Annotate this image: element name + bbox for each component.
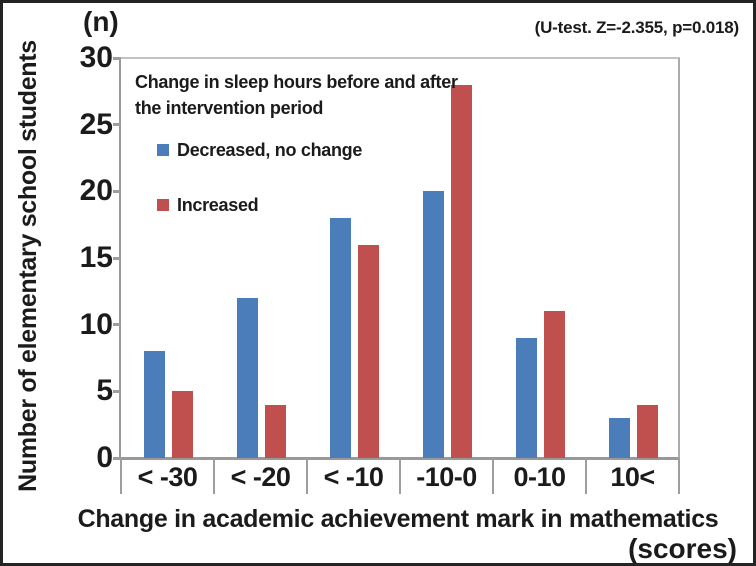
x-tick-mark (306, 458, 308, 494)
y-tick-label: 25 (79, 107, 113, 141)
x-category-label: < -10 (323, 462, 384, 492)
legend-title: Change in sleep hours before and after t… (135, 72, 458, 118)
y-tick-label: 0 (96, 441, 113, 474)
bar-series0-cat0 (143, 351, 165, 458)
x-category-label: < -20 (230, 462, 291, 492)
y-tick-mark (113, 123, 121, 127)
bar-series0-cat5 (608, 418, 630, 458)
x-category-label: -10-0 (416, 462, 477, 492)
legend-swatch-decreased (157, 144, 169, 156)
y-tick-mark (113, 189, 121, 193)
statistics-annotation: (U-test. Z=-2.355, p=0.018) (534, 18, 740, 37)
x-axis-title: Change in academic achievement mark in m… (77, 505, 719, 533)
x-tick-mark (213, 458, 215, 494)
bar-series1-cat0 (171, 391, 193, 458)
bar-series0-cat4 (515, 338, 537, 458)
bar-series0-cat3 (422, 191, 444, 458)
y-tick-label: 10 (79, 307, 113, 341)
y-tick-mark (113, 256, 121, 260)
x-category-label: < -30 (137, 462, 198, 492)
y-axis-unit-label: (n) (83, 6, 119, 37)
y-tick-mark (113, 456, 121, 460)
x-category-label: 10< (610, 462, 655, 492)
x-tick-mark (399, 458, 401, 494)
bar-series1-cat4 (543, 311, 565, 458)
bar-series1-cat1 (264, 404, 286, 458)
bar-series0-cat1 (236, 298, 258, 458)
x-tick-mark (678, 458, 680, 494)
y-tick-mark (113, 323, 121, 327)
legend-label-decreased: Decreased, no change (177, 140, 363, 160)
y-tick-label: 15 (79, 241, 113, 274)
legend-label-increased: Increased (177, 195, 259, 215)
plot-area (119, 57, 680, 460)
x-tick-mark (585, 458, 587, 494)
x-tick-mark (492, 458, 494, 494)
y-tick-label: 20 (79, 174, 113, 208)
y-tick-mark (113, 56, 121, 60)
x-tick-mark (120, 458, 122, 494)
legend-swatch-increased (157, 199, 169, 211)
x-axis-unit-label: (scores) (628, 533, 737, 564)
y-tick-label: 30 (79, 41, 113, 74)
y-tick-label: 5 (96, 374, 113, 408)
x-category-label: 0-10 (513, 462, 566, 492)
bar-series1-cat5 (636, 404, 658, 458)
bar-series1-cat3 (450, 84, 472, 458)
y-tick-mark (113, 389, 121, 393)
bar-series1-cat2 (357, 244, 379, 458)
bar-series0-cat2 (329, 218, 351, 458)
